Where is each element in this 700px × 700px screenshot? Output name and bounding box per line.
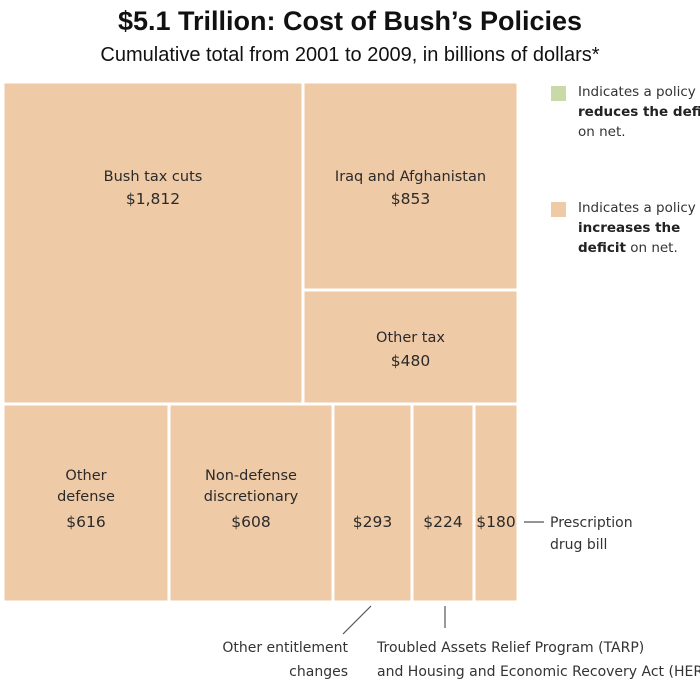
annotation-prescription-drug-bill: drug bill: [550, 537, 607, 553]
cell-other-tax: [301, 288, 520, 406]
cell-other-entitlement-changes: [331, 402, 414, 604]
cell-tarp-hera: [410, 402, 476, 604]
cell-label-non-defense-discretionary: discretionary: [204, 489, 299, 505]
legend-text-increases: Indicates a policy that increases the de…: [578, 200, 700, 256]
cell-label-other-tax: Other tax: [376, 330, 445, 346]
cell-bush-tax-cuts: [1, 80, 305, 406]
legend-text-reduces: Indicates a policy that reduces the defi…: [578, 84, 700, 140]
cell-value-other-tax: $480: [391, 352, 430, 370]
cell-value-other-entitlement-changes: $293: [353, 513, 392, 531]
annotation-prescription-drug-bill: Prescription: [550, 515, 633, 531]
cell-value-prescription-drug-bill: $180: [476, 513, 515, 531]
cell-value-bush-tax-cuts: $1,812: [126, 190, 180, 208]
cell-value-other-defense: $616: [66, 513, 105, 531]
cell-label-bush-tax-cuts: Bush tax cuts: [104, 169, 203, 185]
cell-label-other-defense: defense: [57, 489, 115, 505]
cell-prescription-drug-bill: [472, 402, 520, 604]
chart-subtitle: Cumulative total from 2001 to 2009, in b…: [100, 44, 600, 66]
leader-line-other-entitlement: [342, 605, 372, 635]
chart-title: $5.1 Trillion: Cost of Bush’s Policies: [117, 6, 583, 36]
cell-label-other-defense: Other: [65, 468, 106, 484]
annotation-tarp-hera: Troubled Assets Relief Program (TARP): [376, 640, 644, 656]
legend-swatch-reduces: [551, 86, 566, 101]
legend-swatch-increases: [551, 202, 566, 217]
cell-iraq-afghanistan: [301, 80, 520, 292]
cell-label-iraq-afghanistan: Iraq and Afghanistan: [335, 169, 486, 185]
cell-other-defense: [1, 402, 171, 604]
annotation-other-entitlement: changes: [289, 664, 348, 680]
cell-non-defense-discretionary: [167, 402, 335, 604]
annotation-other-entitlement: Other entitlement: [222, 640, 348, 656]
annotation-tarp-hera: and Housing and Economic Recovery Act (H…: [377, 664, 700, 680]
cell-value-iraq-afghanistan: $853: [391, 190, 430, 208]
cell-value-tarp-hera: $224: [423, 513, 462, 531]
cell-value-non-defense-discretionary: $608: [231, 513, 270, 531]
cell-label-non-defense-discretionary: Non-defense: [205, 468, 297, 484]
